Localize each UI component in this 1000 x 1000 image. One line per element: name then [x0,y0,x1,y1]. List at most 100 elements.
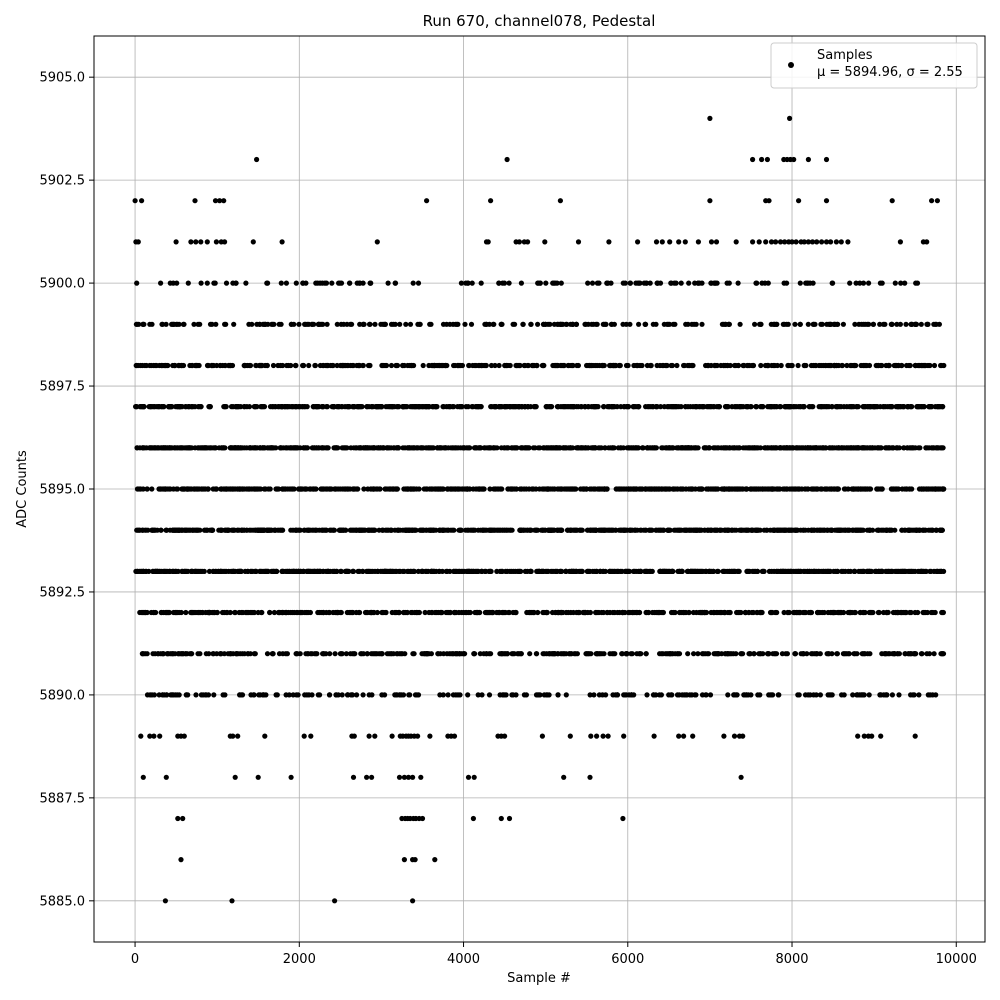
sample-point [433,404,439,410]
sample-point [388,362,395,369]
sample-point [279,568,285,575]
sample-point [555,527,561,533]
sample-point [888,527,894,533]
sample-point [528,321,534,327]
sample-point [713,280,719,286]
sample-point [223,280,230,286]
sample-point [169,568,175,575]
sample-point [451,568,457,575]
sample-point [801,527,807,533]
sample-point [507,404,513,410]
sample-point [684,568,691,575]
sample-point [189,568,196,575]
sample-point [357,445,363,451]
sample-point [158,527,164,533]
sample-point [521,362,527,369]
sample-point [512,445,518,451]
sample-point [870,609,876,616]
sample-point [277,445,283,451]
sample-point [323,280,330,286]
sample-point [258,527,265,533]
sample-point [852,486,858,492]
sample-point [558,486,564,492]
sample-point [808,609,815,616]
sample-point [389,404,395,410]
sample-point [679,568,685,575]
sample-point [936,321,943,327]
sample-point [814,445,820,451]
sample-point [344,321,350,327]
sample-point [442,362,449,369]
sample-point [459,568,465,575]
sample-point [510,486,516,492]
sample-point [856,321,862,327]
sample-point [931,651,937,657]
sample-point [714,404,720,410]
sample-point [141,568,147,575]
sample-point [332,568,338,575]
sample-point [159,404,165,410]
sample-point [836,362,842,369]
sample-point [497,527,503,533]
sample-point [360,445,367,451]
sample-point [858,568,864,575]
sample-point [532,445,538,451]
sample-point [469,280,475,286]
sample-point [647,362,654,369]
sample-point [312,362,318,369]
sample-point [280,362,286,369]
sample-point [475,568,481,575]
sample-point [898,280,904,286]
sample-point [392,280,399,286]
sample-point [407,321,414,327]
sample-point [332,486,338,492]
sample-point [562,404,568,410]
sample-point [853,404,860,410]
sample-point [440,321,447,327]
sample-point [805,321,811,327]
sample-point [625,362,631,369]
sample-point [744,362,750,369]
sample-point [738,527,744,533]
sample-point [567,445,573,451]
sample-point [303,280,309,286]
sample-point [721,321,727,327]
sample-point [494,445,500,451]
sample-point [510,568,517,575]
sample-point [211,280,217,286]
sample-point [498,404,504,410]
sample-point [385,280,391,286]
sample-point [179,486,185,492]
sample-point [647,280,653,286]
sample-point [740,404,746,410]
sample-point [515,404,521,410]
sample-point [598,445,604,451]
sample-point [366,321,373,327]
sample-point [156,362,162,369]
sample-point [481,445,487,451]
sample-point [612,609,618,616]
sample-point [503,404,509,410]
sample-point [544,609,550,616]
sample-point [323,568,329,575]
sample-point [880,321,887,327]
sample-point [931,362,938,369]
sample-point [774,362,781,369]
sample-point [736,445,743,451]
sample-point [253,362,259,369]
sample-point [487,527,493,533]
sample-point [290,404,296,410]
sample-point [284,362,290,369]
sample-point [668,280,674,286]
sample-point [922,362,928,369]
sample-point [692,568,698,575]
sample-point [715,486,721,492]
sample-point [775,486,781,492]
sample-point [442,445,448,451]
sample-point [590,568,596,575]
sample-point [753,486,759,492]
sample-point [475,404,482,410]
sample-point [306,362,312,369]
sample-point [711,445,718,451]
